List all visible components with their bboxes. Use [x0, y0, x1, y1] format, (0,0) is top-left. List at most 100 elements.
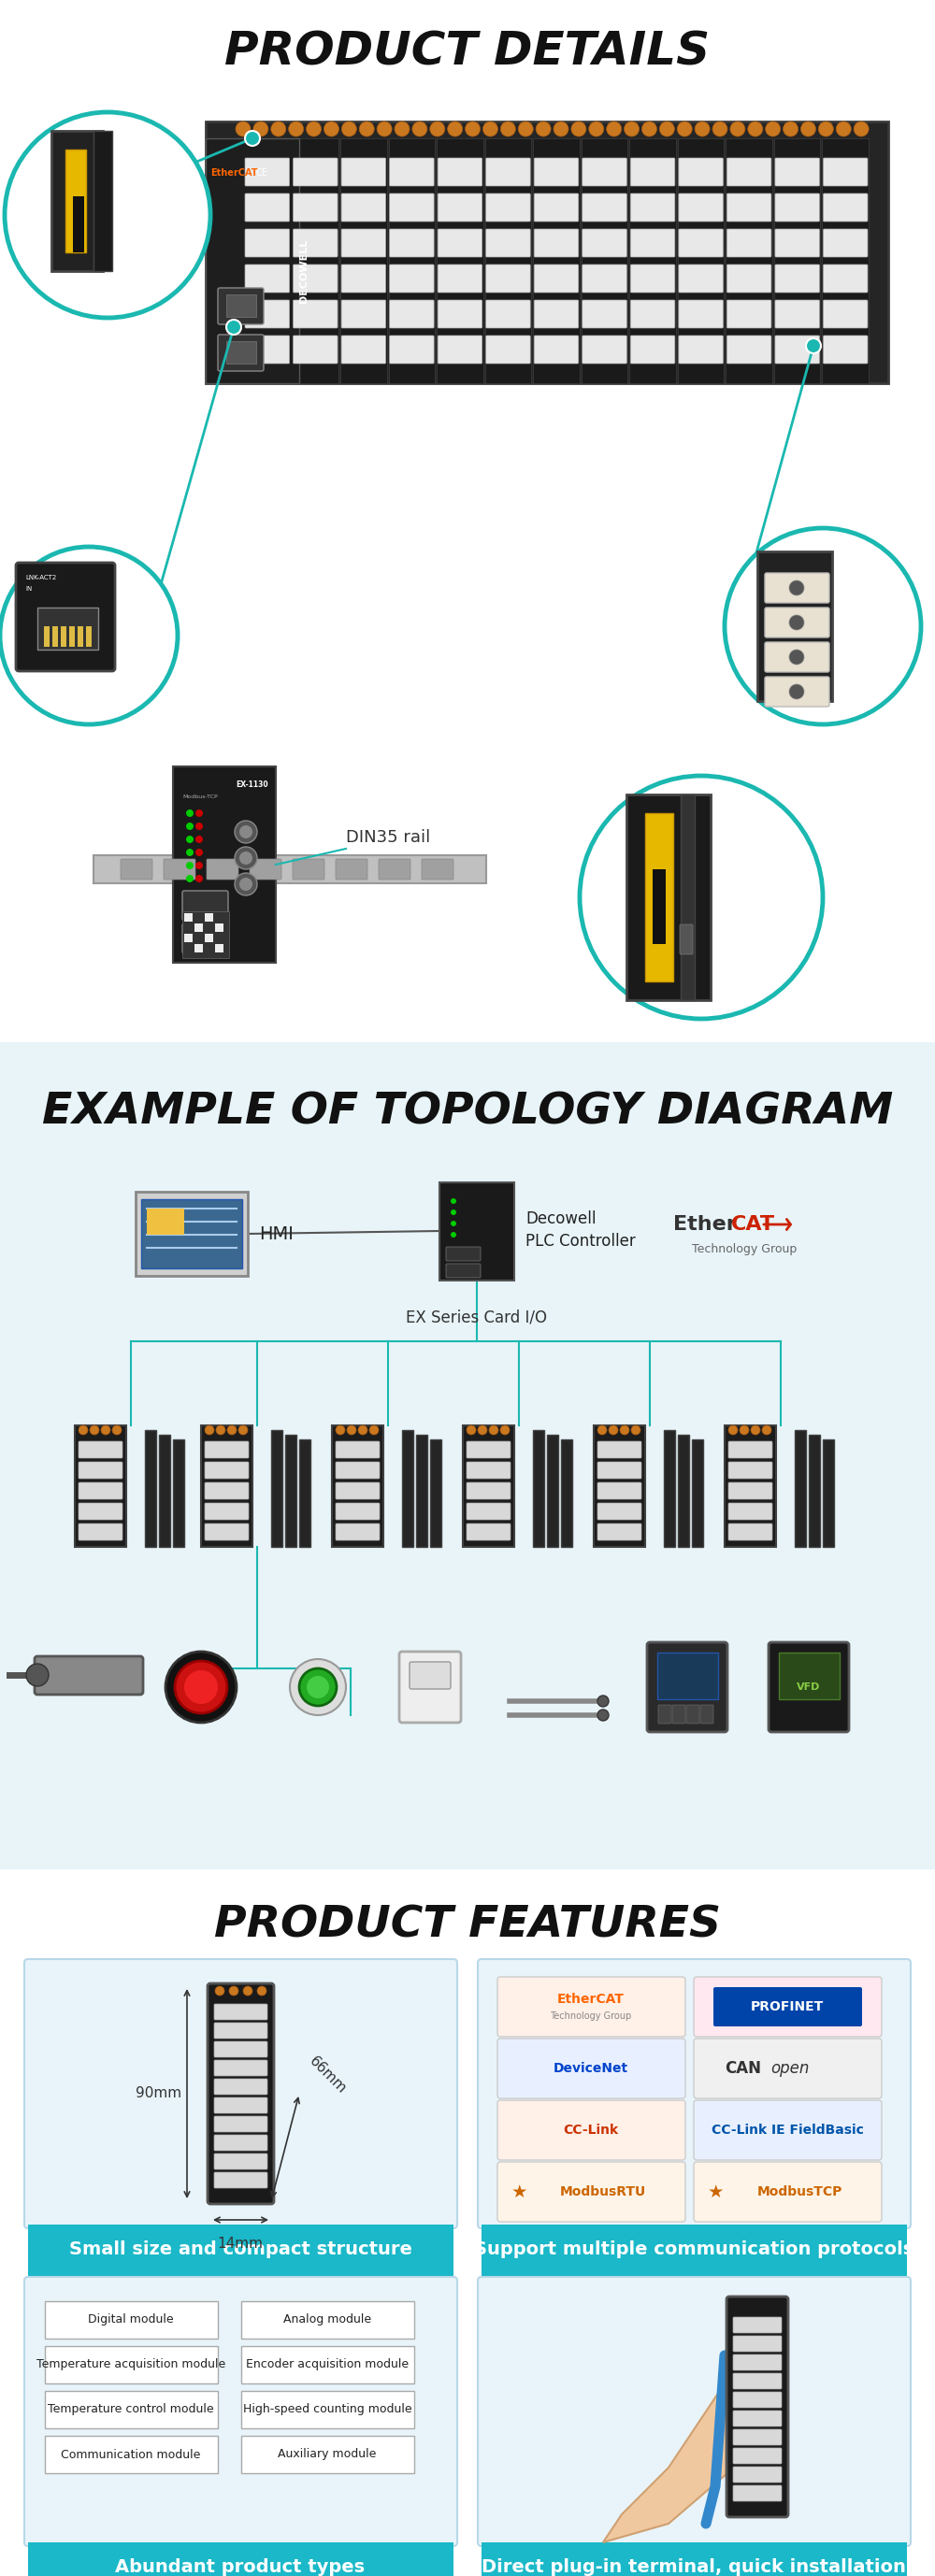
- Circle shape: [725, 528, 921, 724]
- FancyBboxPatch shape: [726, 2298, 788, 2517]
- Circle shape: [112, 1425, 122, 1435]
- FancyBboxPatch shape: [341, 335, 386, 363]
- FancyBboxPatch shape: [679, 229, 723, 258]
- FancyBboxPatch shape: [779, 1654, 840, 1700]
- FancyBboxPatch shape: [214, 2097, 267, 2112]
- FancyBboxPatch shape: [733, 2486, 782, 2501]
- FancyBboxPatch shape: [206, 139, 299, 384]
- FancyBboxPatch shape: [482, 2226, 907, 2277]
- FancyBboxPatch shape: [94, 131, 112, 270]
- Text: EtherCAT: EtherCAT: [557, 1994, 625, 2007]
- Circle shape: [239, 853, 252, 866]
- Text: CC-Link: CC-Link: [563, 2123, 619, 2136]
- FancyBboxPatch shape: [597, 1481, 641, 1499]
- Circle shape: [784, 121, 798, 137]
- Circle shape: [641, 121, 656, 137]
- FancyBboxPatch shape: [422, 858, 453, 878]
- FancyBboxPatch shape: [733, 2447, 782, 2463]
- Text: PRODUCT FEATURES: PRODUCT FEATURES: [214, 1904, 721, 1947]
- Text: Temperature control module: Temperature control module: [48, 2403, 214, 2416]
- FancyBboxPatch shape: [245, 265, 290, 294]
- FancyBboxPatch shape: [629, 139, 676, 384]
- FancyBboxPatch shape: [173, 768, 276, 963]
- FancyBboxPatch shape: [463, 1425, 514, 1548]
- FancyBboxPatch shape: [182, 891, 228, 920]
- FancyBboxPatch shape: [214, 2136, 267, 2151]
- Circle shape: [677, 121, 692, 137]
- Text: CE: CE: [256, 167, 267, 178]
- FancyBboxPatch shape: [294, 157, 338, 185]
- FancyBboxPatch shape: [626, 793, 711, 999]
- FancyBboxPatch shape: [775, 299, 819, 327]
- FancyBboxPatch shape: [467, 1522, 511, 1540]
- FancyBboxPatch shape: [214, 2040, 267, 2058]
- FancyBboxPatch shape: [694, 2099, 882, 2161]
- Circle shape: [205, 1425, 214, 1435]
- Circle shape: [518, 121, 533, 137]
- FancyBboxPatch shape: [205, 1481, 249, 1499]
- FancyBboxPatch shape: [823, 229, 868, 258]
- FancyBboxPatch shape: [294, 193, 338, 222]
- FancyBboxPatch shape: [35, 1656, 143, 1695]
- FancyBboxPatch shape: [24, 1960, 457, 2228]
- Text: Direct plug-in terminal, quick installation: Direct plug-in terminal, quick installat…: [482, 2558, 906, 2576]
- Circle shape: [235, 848, 257, 868]
- Circle shape: [748, 121, 763, 137]
- FancyBboxPatch shape: [583, 299, 626, 327]
- FancyBboxPatch shape: [438, 265, 482, 294]
- FancyBboxPatch shape: [44, 626, 50, 647]
- FancyBboxPatch shape: [79, 1502, 122, 1520]
- Circle shape: [766, 121, 781, 137]
- FancyBboxPatch shape: [497, 2099, 685, 2161]
- Circle shape: [235, 873, 257, 896]
- FancyBboxPatch shape: [823, 299, 868, 327]
- Circle shape: [101, 1425, 110, 1435]
- FancyBboxPatch shape: [497, 1976, 685, 2038]
- FancyBboxPatch shape: [679, 299, 723, 327]
- Circle shape: [789, 616, 804, 631]
- FancyBboxPatch shape: [336, 1443, 380, 1458]
- FancyBboxPatch shape: [733, 2411, 782, 2427]
- Circle shape: [430, 121, 445, 137]
- FancyBboxPatch shape: [245, 193, 290, 222]
- FancyBboxPatch shape: [182, 912, 229, 958]
- Circle shape: [79, 1425, 88, 1435]
- Circle shape: [789, 685, 804, 698]
- FancyBboxPatch shape: [205, 1443, 249, 1458]
- Circle shape: [195, 835, 203, 842]
- FancyBboxPatch shape: [73, 196, 84, 252]
- Circle shape: [229, 1986, 238, 1996]
- FancyBboxPatch shape: [45, 2347, 218, 2383]
- FancyBboxPatch shape: [206, 121, 888, 384]
- FancyBboxPatch shape: [205, 912, 213, 922]
- FancyBboxPatch shape: [713, 1986, 862, 2027]
- FancyBboxPatch shape: [399, 1651, 461, 1723]
- Circle shape: [307, 1677, 329, 1698]
- FancyBboxPatch shape: [679, 193, 723, 222]
- Text: EX-1130: EX-1130: [236, 781, 268, 788]
- FancyBboxPatch shape: [241, 2347, 414, 2383]
- FancyBboxPatch shape: [205, 1522, 249, 1540]
- FancyBboxPatch shape: [78, 626, 83, 647]
- Circle shape: [806, 337, 821, 353]
- FancyBboxPatch shape: [583, 193, 626, 222]
- FancyBboxPatch shape: [478, 2277, 911, 2545]
- Text: PRODUCT DETAILS: PRODUCT DETAILS: [224, 28, 711, 75]
- FancyBboxPatch shape: [285, 1435, 296, 1548]
- Circle shape: [299, 1669, 337, 1705]
- Circle shape: [324, 121, 338, 137]
- Circle shape: [571, 121, 586, 137]
- FancyBboxPatch shape: [694, 2161, 882, 2221]
- Circle shape: [186, 876, 194, 884]
- Circle shape: [175, 1662, 227, 1713]
- Circle shape: [740, 1425, 749, 1435]
- FancyBboxPatch shape: [681, 793, 695, 999]
- Text: CAT: CAT: [731, 1216, 775, 1234]
- Circle shape: [451, 1231, 456, 1236]
- Circle shape: [580, 775, 823, 1020]
- FancyBboxPatch shape: [341, 193, 386, 222]
- Circle shape: [257, 1986, 266, 1996]
- FancyBboxPatch shape: [86, 626, 92, 647]
- Circle shape: [489, 1425, 498, 1435]
- FancyBboxPatch shape: [733, 2372, 782, 2388]
